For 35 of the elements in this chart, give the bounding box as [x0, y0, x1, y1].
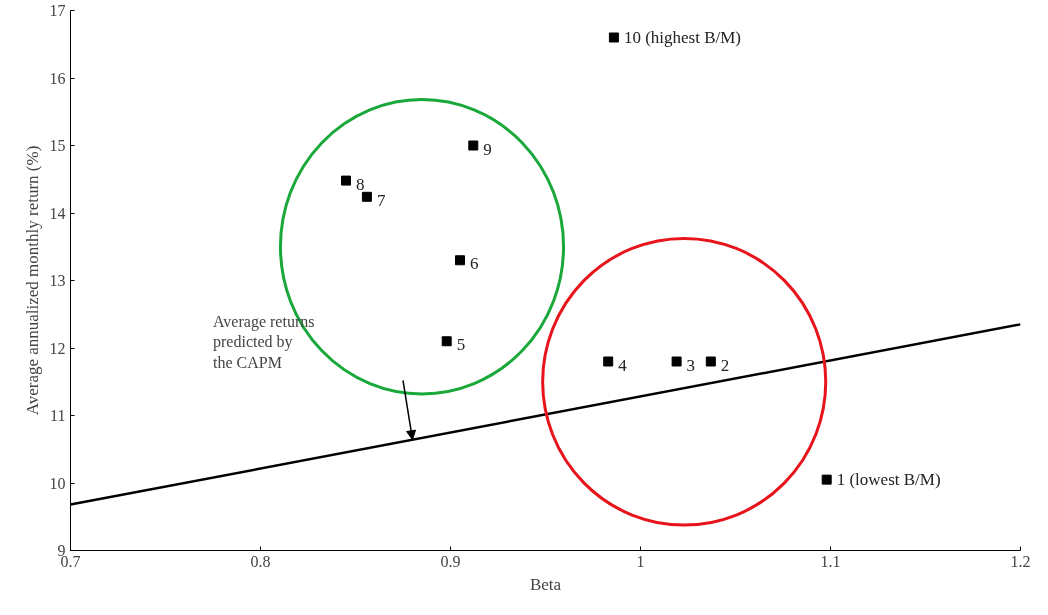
annotation: 10 (highest B/M)	[623, 27, 742, 47]
annotation: 9	[483, 139, 492, 159]
point	[821, 474, 832, 485]
annotation: 8	[356, 174, 365, 194]
y-tick-label: 17	[49, 2, 66, 19]
y-tick-label: 10	[49, 474, 66, 492]
point	[468, 140, 479, 151]
y-tick-label: 15	[49, 137, 66, 154]
annotation: 2	[720, 355, 730, 375]
x-axis-title: Beta	[529, 574, 562, 594]
x-tick-label: 1	[636, 552, 645, 570]
y-tick-label: 14	[49, 204, 66, 222]
point	[705, 356, 716, 367]
y-tick-label: 16	[49, 69, 66, 87]
y-tick-label: 12	[49, 339, 66, 357]
y-axis-title: Average annualized monthly return (%)	[22, 145, 42, 416]
x-tick-label: 1.2	[1010, 552, 1031, 570]
y-tick-label: 13	[49, 272, 66, 289]
point	[441, 336, 452, 347]
annotation: 5	[456, 335, 466, 355]
annotation: 1 (lowest B/M)	[836, 469, 941, 489]
point	[455, 255, 465, 266]
annotation: 7	[376, 190, 386, 210]
x-tick-label: 0.9	[440, 552, 461, 570]
point	[361, 191, 372, 202]
point	[603, 356, 614, 367]
annotation: 3	[686, 355, 696, 375]
annotation: 4	[618, 355, 628, 375]
x-tick-label: 0.8	[250, 552, 271, 570]
point	[608, 32, 619, 43]
annotation: 6	[470, 254, 479, 274]
point	[341, 175, 351, 186]
y-tick-label: 11	[50, 407, 66, 424]
x-tick-label: 1.1	[820, 552, 841, 570]
point	[671, 356, 682, 367]
